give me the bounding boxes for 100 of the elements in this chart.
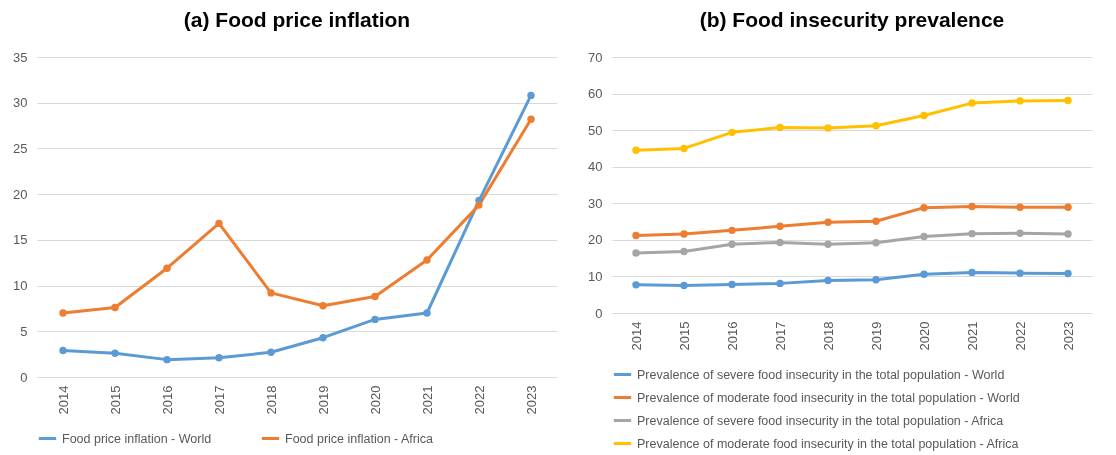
y-tick-label: 35	[13, 49, 28, 65]
y-tick-label: 40	[588, 159, 603, 175]
x-tick-label: 2022	[471, 385, 487, 415]
point	[371, 315, 379, 324]
chart-title: (b) Food insecurity prevalence	[699, 8, 1005, 31]
x-tick-label: 2023	[1060, 321, 1076, 351]
x-tick-label: 2015	[676, 321, 692, 351]
point	[1016, 203, 1024, 212]
point	[423, 256, 431, 264]
point	[632, 281, 640, 289]
point	[371, 292, 379, 301]
x-tick-label: 2021	[419, 385, 435, 415]
y-tick-label: 30	[13, 95, 28, 111]
legend-label: Prevalence of severe food insecurity in the total population - World	[637, 367, 1005, 382]
point	[872, 239, 880, 247]
point	[968, 202, 976, 211]
x-tick-label: 2014	[55, 385, 71, 415]
legend-label: Food price inflation - World	[62, 431, 212, 446]
point	[920, 232, 928, 241]
point	[776, 279, 784, 288]
x-tick-label: 2020	[367, 385, 383, 415]
x-tick-label: 2017	[772, 321, 788, 351]
point	[1064, 96, 1072, 105]
x-tick-label: 2022	[1012, 321, 1028, 351]
point	[111, 349, 119, 357]
y-tick-label: 10	[13, 278, 28, 294]
x-tick-label: 2016	[159, 385, 175, 415]
point	[163, 355, 171, 364]
point	[728, 240, 736, 248]
chart-title: (a) Food price inflation	[183, 8, 411, 31]
x-tick-label: 2017	[211, 385, 227, 415]
point	[1064, 269, 1072, 278]
point	[319, 333, 327, 342]
point	[680, 281, 688, 290]
point	[680, 247, 688, 256]
point	[680, 144, 688, 153]
legend-label: Prevalence of moderate food insecurity in the total population - World	[637, 390, 1020, 405]
point	[776, 238, 784, 247]
point	[632, 146, 640, 154]
y-tick-label: 5	[20, 323, 28, 339]
point	[872, 217, 880, 225]
x-tick-label: 2018	[820, 321, 836, 351]
y-tick-label: 0	[20, 369, 28, 385]
point	[1016, 229, 1024, 237]
x-tick-label: 2023	[523, 385, 539, 415]
y-tick-label: 0	[595, 305, 603, 321]
x-tick-label: 2014	[628, 321, 644, 351]
point	[920, 111, 928, 120]
point	[920, 203, 928, 212]
x-tick-label: 2020	[916, 321, 932, 351]
x-tick-label: 2015	[107, 385, 123, 415]
point	[824, 240, 832, 248]
point	[872, 276, 880, 284]
point	[824, 276, 832, 285]
point	[163, 264, 171, 272]
y-tick-label: 20	[13, 186, 28, 202]
point	[111, 303, 119, 312]
y-tick-label: 20	[588, 232, 603, 248]
legend-label: Prevalence of severe food insecurity in the total population - Africa	[637, 413, 1004, 428]
point	[215, 354, 223, 362]
x-tick-label: 2021	[964, 321, 980, 351]
point	[267, 289, 275, 297]
point	[872, 122, 880, 130]
point	[59, 309, 67, 317]
point	[920, 270, 928, 278]
y-tick-label: 70	[588, 49, 603, 65]
point	[776, 222, 784, 231]
x-tick-label: 2019	[868, 321, 884, 351]
point	[215, 219, 223, 228]
point	[968, 229, 976, 238]
point	[632, 231, 640, 240]
point	[59, 346, 67, 355]
point	[1064, 203, 1072, 212]
x-tick-label: 2018	[263, 385, 279, 415]
point	[968, 268, 976, 277]
legend-label: Prevalence of moderate food insecurity in the total population - Africa	[637, 436, 1019, 451]
x-tick-label: 2016	[724, 321, 740, 351]
y-tick-label: 25	[13, 140, 28, 156]
y-tick-label: 60	[588, 86, 603, 102]
point	[728, 226, 736, 235]
point	[475, 201, 483, 209]
point	[728, 280, 736, 289]
point	[1064, 230, 1072, 238]
point	[527, 115, 535, 123]
point	[968, 99, 976, 107]
point	[824, 124, 832, 132]
point	[728, 128, 736, 137]
point	[527, 91, 535, 100]
point	[267, 348, 275, 357]
y-tick-label: 10	[588, 268, 603, 284]
point	[319, 301, 327, 310]
point	[632, 249, 640, 257]
point	[776, 123, 784, 132]
y-tick-label: 50	[588, 122, 603, 138]
point	[1016, 97, 1024, 105]
point	[680, 230, 688, 238]
point	[1016, 269, 1024, 277]
y-tick-label: 15	[13, 232, 28, 248]
legend-label: Food price inflation - Africa	[285, 431, 434, 446]
x-tick-label: 2019	[315, 385, 331, 415]
